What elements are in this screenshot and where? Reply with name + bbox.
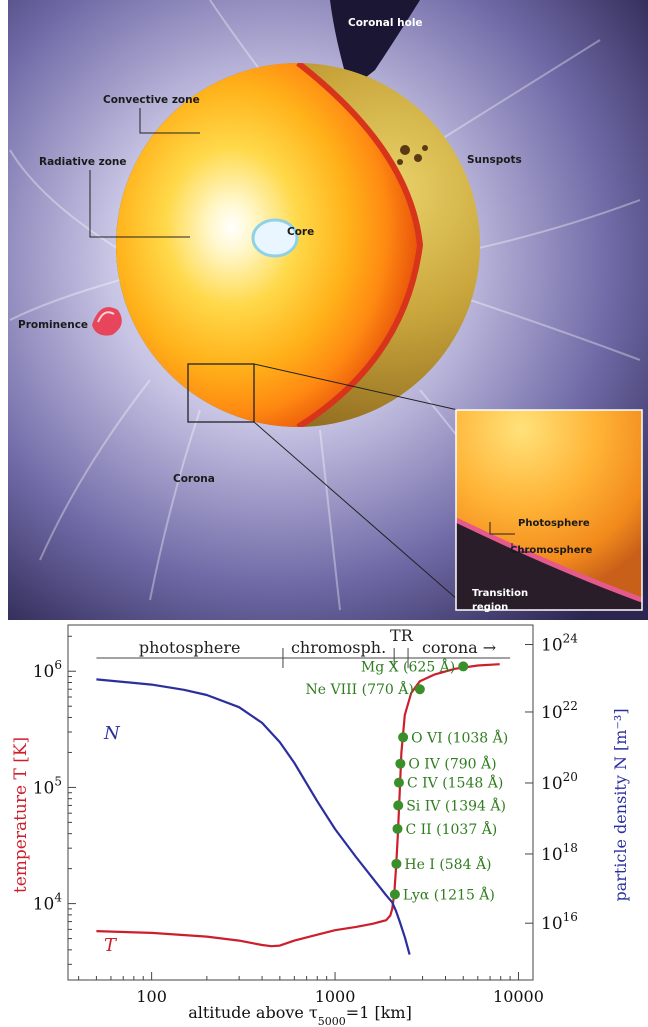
ion-marker (398, 732, 409, 743)
ion-marker (458, 661, 469, 672)
label-transition-region-2: region (472, 602, 508, 613)
ion-label: C IV (1548 Å) (407, 774, 503, 792)
ion-label: Ne VIII (770 Å) (306, 680, 414, 698)
region-label: TR (390, 626, 414, 645)
x-tick-label: 10000 (493, 987, 544, 1006)
ion-marker (391, 858, 402, 869)
y-left-tick-label: 106 (33, 658, 62, 682)
ion-marker (395, 758, 406, 769)
region-label: corona → (422, 638, 496, 657)
series-lines: NT (96, 663, 500, 956)
region-label: chromosph. (291, 638, 386, 657)
label-convective-zone: Convective zone (103, 94, 200, 106)
y-right-tick-label: 1024 (541, 632, 578, 656)
core-region (251, 218, 299, 258)
label-core: Core (287, 226, 314, 238)
zoom-box (187, 363, 255, 423)
ion-marker (393, 800, 404, 811)
prominence-mark (92, 307, 122, 336)
coronal-hole (330, 0, 420, 90)
y-right-tick-label: 1018 (541, 841, 578, 865)
label-transition-region-1: Transition (472, 588, 528, 599)
label-radiative-zone: Radiative zone (39, 156, 127, 168)
y-axis-left-title: temperature T [K] (11, 737, 31, 893)
ion-marker (389, 889, 400, 900)
ion-label: Lyα (1215 Å) (403, 885, 495, 903)
inset-zoom (454, 409, 643, 611)
label-sunspots: Sunspots (467, 154, 522, 166)
x-axis-title-prefix: altitude above τ (188, 1003, 318, 1022)
x-axis-title-suffix: =1 [km] (346, 1003, 412, 1022)
region-label: photosphere (139, 638, 241, 657)
series-name-N: N (103, 723, 121, 744)
y-left-tick-label: 104 (33, 891, 63, 915)
y-right-tick-label: 1022 (541, 699, 578, 723)
label-coronal-hole: Coronal hole (348, 17, 423, 29)
series-name-T: T (104, 935, 118, 956)
x-tick-label: 1000 (315, 987, 356, 1006)
ion-label: Mg X (625 Å) (361, 657, 455, 675)
label-corona: Corona (173, 473, 215, 485)
y-right-tick-label: 1016 (541, 910, 578, 934)
ion-label: O VI (1038 Å) (411, 728, 508, 746)
label-photosphere: Photosphere (518, 518, 590, 529)
ion-marker (393, 777, 404, 788)
label-prominence: Prominence (18, 319, 88, 331)
series-line-N (96, 678, 411, 955)
region-bar: photosphere chromosph.TR corona → (96, 626, 511, 668)
x-tick-label: 100 (136, 987, 167, 1006)
x-axis-title: altitude above τ5000=1 [km] (188, 1003, 412, 1027)
y-right-tick-label: 1020 (541, 770, 578, 794)
ion-label: He I (584 Å) (404, 855, 491, 873)
ion-label: O IV (790 Å) (408, 755, 496, 773)
ion-marker (414, 684, 425, 695)
ion-label: C II (1037 Å) (405, 820, 497, 838)
axis-ticks: 100 1000 10000 104 105 106 1016 1018 1020 1022 102… (33, 632, 579, 1006)
label-chromosphere: Chromosphere (510, 545, 592, 556)
y-axis-right-title: particle density N [m⁻³] (611, 708, 630, 901)
sunspots-marks (397, 145, 428, 165)
ion-markers: Mg X (625 Å) Ne VIII (770 Å) O VI (1038 Å)… (306, 657, 509, 903)
ion-label: Si IV (1394 Å) (406, 796, 506, 814)
sun-structure-illustration: Coronal hole Convective zone Sunspots Ra… (8, 0, 648, 620)
ion-marker (392, 823, 403, 834)
y-left-tick-label: 105 (33, 774, 62, 798)
x-axis-title-sub: 5000 (318, 1015, 346, 1027)
series-line-T (96, 663, 500, 948)
